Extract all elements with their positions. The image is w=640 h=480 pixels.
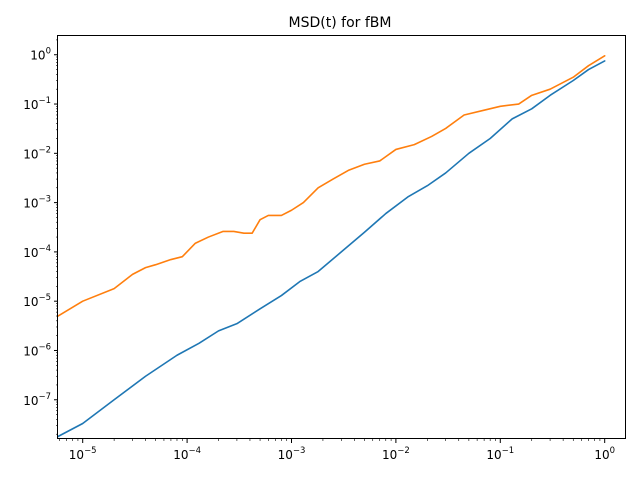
y-tick-label: 10−7 <box>23 392 51 408</box>
y-tick-label: 10−1 <box>23 96 51 112</box>
x-tick-label: 100 <box>594 446 615 462</box>
minor-ticks <box>56 39 601 441</box>
series-line-1 <box>57 60 606 438</box>
plot-frame <box>57 35 626 439</box>
x-tick-label: 10−3 <box>278 446 306 462</box>
x-tick-label: 10−5 <box>69 446 97 462</box>
y-tick-label: 10−2 <box>23 145 51 161</box>
x-tick-label: 10−2 <box>382 446 410 462</box>
chart-title: MSD(t) for fBM <box>289 15 392 31</box>
y-tick-label: 10−3 <box>23 195 51 211</box>
series-line-2 <box>57 55 606 317</box>
x-tick-label: 10−4 <box>173 446 201 462</box>
y-axis-ticks: 10−7 10−6 10−5 10−4 10−3 10−2 10−1 100 <box>23 47 58 408</box>
series-layer <box>57 55 606 438</box>
y-tick-label: 10−6 <box>23 342 51 358</box>
x-tick-label: 10−1 <box>486 446 514 462</box>
x-axis-ticks: 10−5 10−4 10−3 10−2 10−1 100 <box>69 439 615 462</box>
y-tick-label: 100 <box>30 47 51 63</box>
y-tick-label: 10−4 <box>23 244 51 260</box>
y-tick-label: 10−5 <box>23 293 51 309</box>
